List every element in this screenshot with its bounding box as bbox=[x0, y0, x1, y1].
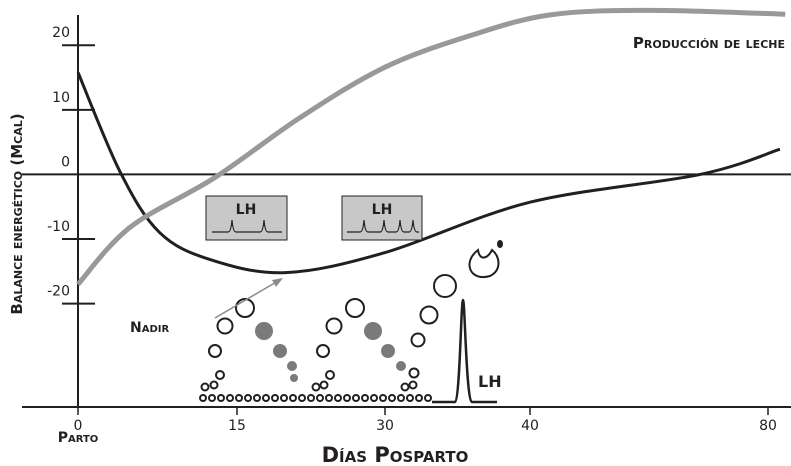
y-tick-label: -10 bbox=[47, 219, 70, 235]
nadir-arrow bbox=[214, 278, 283, 319]
x-tick-label: 0 bbox=[74, 418, 83, 434]
y-tick-label: 20 bbox=[52, 25, 70, 41]
y-tick-label: 10 bbox=[52, 90, 70, 106]
plot: -20 -10 0 10 20 0 15 30 40 80 bbox=[22, 7, 791, 434]
x-tick-label: 30 bbox=[376, 418, 394, 434]
follicles bbox=[199, 240, 503, 402]
x-tick-label: 80 bbox=[759, 418, 777, 434]
y-axis-label: Balance energético (Mcal) bbox=[8, 113, 26, 314]
legend-label: Producción de leche bbox=[633, 34, 785, 52]
annotation: LH bbox=[236, 202, 257, 218]
lh-surge bbox=[432, 298, 497, 404]
series-line bbox=[76, 71, 781, 275]
series-line bbox=[76, 7, 786, 286]
annotation: LH bbox=[478, 372, 502, 391]
lh-box bbox=[205, 195, 423, 241]
x-axis-label: Días Posparto bbox=[322, 443, 469, 466]
annotation: Nadir bbox=[130, 320, 169, 336]
y-tick-label: 0 bbox=[61, 154, 70, 170]
x-tick-label: 15 bbox=[228, 418, 246, 434]
y-tick-label: -20 bbox=[47, 284, 70, 300]
x-tick-label: 40 bbox=[521, 418, 539, 434]
annotation: LH bbox=[372, 202, 393, 218]
annotation: Parto bbox=[58, 430, 99, 446]
